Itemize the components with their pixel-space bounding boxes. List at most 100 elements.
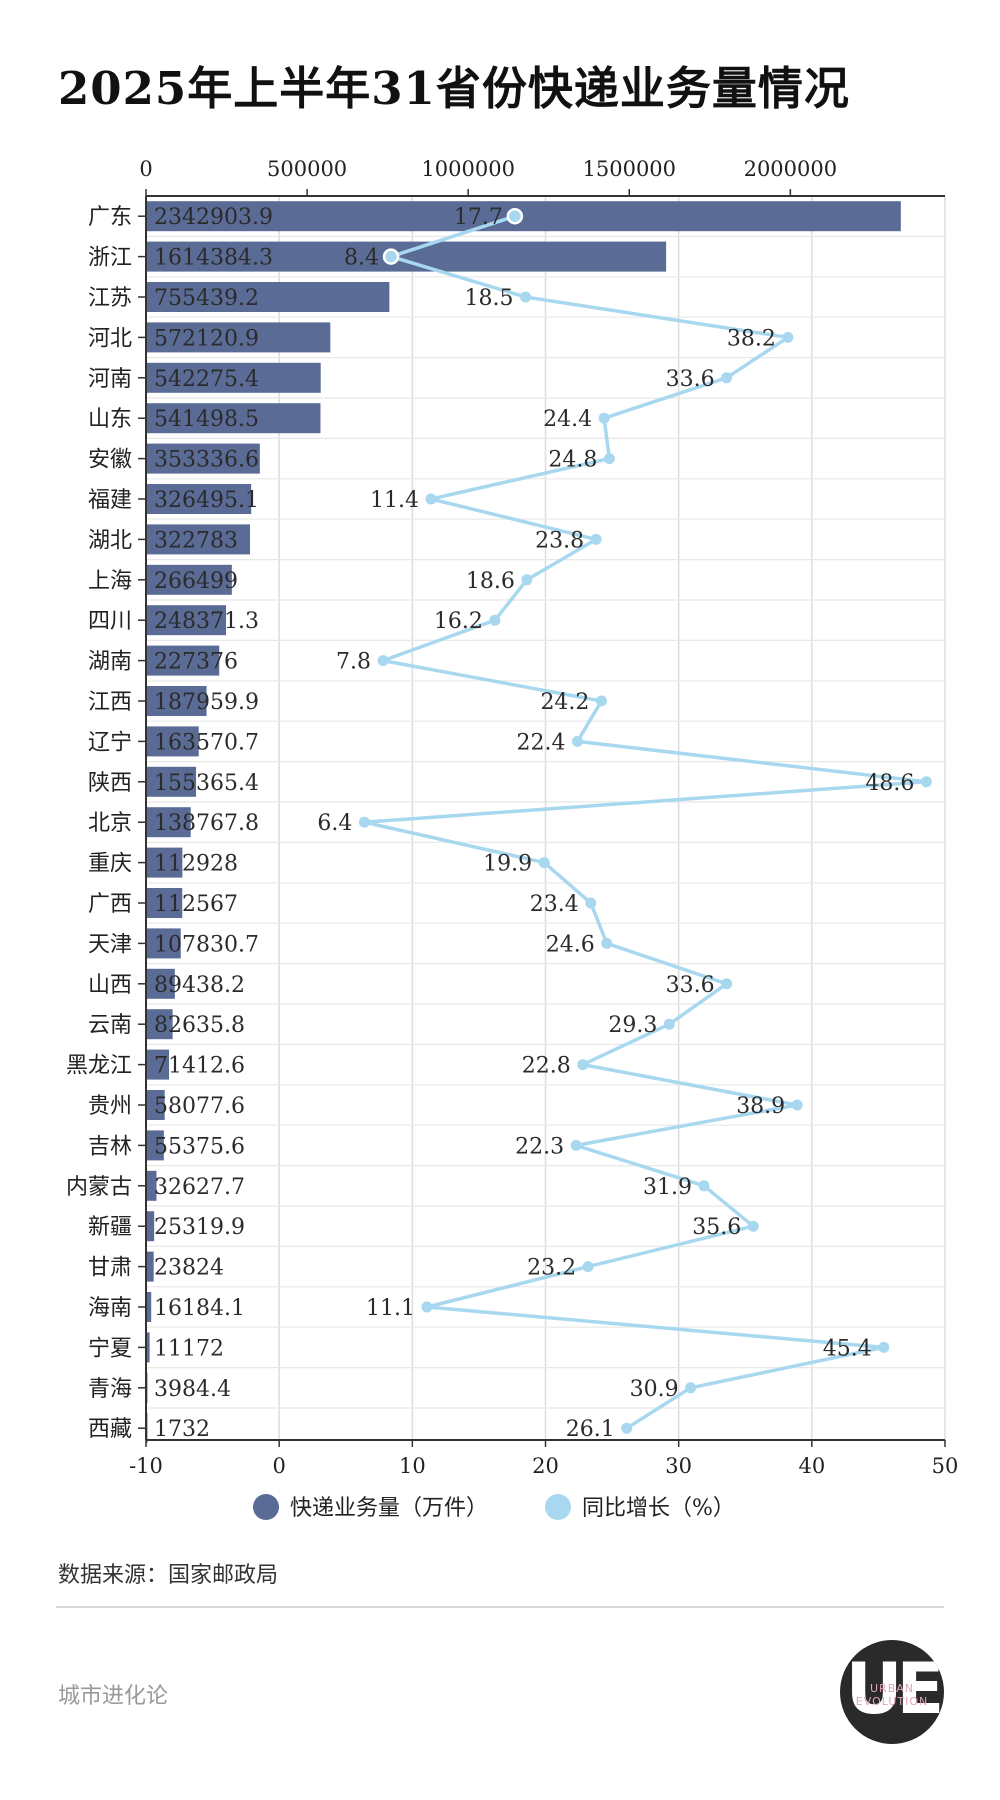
- legend-marker-bar: [253, 1494, 279, 1520]
- growth-value-label: 29.3: [608, 1013, 657, 1038]
- growth-value-label: 6.4: [317, 811, 352, 836]
- growth-value-label: 11.4: [370, 488, 419, 513]
- growth-point: [595, 695, 607, 707]
- category-label: 云南: [88, 1013, 132, 1038]
- bar-value-label: 23824: [154, 1256, 224, 1281]
- category-label: 湖南: [88, 650, 132, 675]
- growth-value-label: 24.6: [546, 932, 595, 957]
- growth-value-label: 23.4: [530, 892, 579, 917]
- growth-value-label: 22.8: [522, 1054, 571, 1079]
- bar: [146, 443, 260, 474]
- growth-value-label: 31.9: [643, 1175, 692, 1200]
- growth-value-label: 45.4: [823, 1336, 872, 1361]
- growth-point: [621, 1422, 633, 1434]
- bar-value-label: 82635.8: [154, 1013, 245, 1038]
- category-label: 海南: [88, 1296, 132, 1321]
- legend-label-bar: 快递业务量（万件）: [290, 1496, 488, 1521]
- bar: [146, 847, 183, 878]
- bar: [146, 201, 901, 232]
- bar: [146, 766, 197, 797]
- axes: 0 500000 1000000 1500000 2000000 -10 0 10 20 30 40…: [66, 157, 958, 1478]
- bar-value-label: 248371.3: [154, 609, 259, 634]
- bar-value-label: 58077.6: [154, 1094, 245, 1119]
- category-label: 湖北: [88, 528, 132, 553]
- growth-value-label: 16.2: [434, 609, 483, 634]
- bar: [146, 564, 232, 595]
- bar: [146, 1090, 165, 1120]
- bar-value-label: 25319.9: [154, 1215, 245, 1240]
- bar-value-label: 112567: [154, 892, 238, 917]
- growth-value-label: 38.9: [736, 1094, 785, 1119]
- category-label: 安徽: [88, 448, 132, 473]
- category-label: 重庆: [88, 852, 132, 877]
- bar: [146, 1009, 173, 1040]
- bottom-axis-tick-label: 0: [272, 1454, 285, 1478]
- bar: [146, 807, 191, 838]
- category-label: 广西: [88, 892, 132, 917]
- growth-point: [571, 735, 583, 747]
- category-label: 浙江: [88, 246, 132, 271]
- bar: [146, 1251, 154, 1282]
- growth-point: [520, 291, 532, 303]
- bar-value-label: 227376: [154, 650, 238, 675]
- category-label: 上海: [88, 569, 132, 594]
- growth-value-label: 35.6: [692, 1215, 741, 1240]
- bottom-axis-tick-label: 40: [798, 1454, 825, 1478]
- growth-line-series: 17.7 8.4 18.5 38.2 33.6 24.4 24.8 11.4 23.8 18.6 1…: [317, 205, 932, 1442]
- growth-point: [747, 1220, 759, 1232]
- bar-value-label: 542275.4: [154, 367, 259, 392]
- bar: [146, 605, 227, 636]
- growth-point: [489, 614, 501, 626]
- bar-value-label: 11172: [154, 1336, 224, 1361]
- legend-marker-line: [545, 1494, 571, 1520]
- growth-point: [521, 574, 533, 586]
- category-label: 福建: [88, 488, 132, 513]
- bar-value-label: 71412.6: [154, 1054, 245, 1079]
- bar-value-label: 107830.7: [154, 932, 259, 957]
- category-label: 陕西: [88, 771, 132, 796]
- bar: [146, 322, 331, 353]
- category-label: 河南: [88, 367, 132, 392]
- growth-point: [598, 412, 610, 424]
- top-axis-tick-label: 0: [139, 157, 152, 181]
- divider: [56, 1606, 944, 1608]
- growth-point: [791, 1099, 803, 1111]
- bar: [146, 726, 199, 757]
- bar-value-label: 266499: [154, 569, 238, 594]
- brand-name: 城市进化论: [58, 1684, 169, 1709]
- bar-value-label: 138767.8: [154, 811, 259, 836]
- growth-value-label: 38.2: [727, 326, 776, 351]
- bottom-axis-tick-label: 30: [665, 1454, 692, 1478]
- growth-point: [421, 1301, 433, 1313]
- growth-value-label: 23.8: [535, 528, 584, 553]
- growth-value-label: 22.3: [515, 1134, 564, 1159]
- legend: 快递业务量（万件） 同比增长（%）: [253, 1494, 735, 1521]
- bar: [146, 403, 321, 434]
- bar-value-label: 187959.9: [154, 690, 259, 715]
- growth-point: [878, 1341, 890, 1353]
- logo-text-line2: EVOLUTION: [855, 1695, 929, 1708]
- growth-value-label: 26.1: [566, 1417, 615, 1442]
- top-axis-tick-label: 1000000: [421, 157, 515, 181]
- growth-point: [506, 207, 524, 225]
- growth-point: [603, 453, 615, 465]
- top-axis-tick-label: 500000: [267, 157, 347, 181]
- bar-value-label: 541498.5: [154, 407, 259, 432]
- growth-point: [382, 248, 400, 265]
- growth-point: [721, 372, 733, 384]
- bar-value-label: 16184.1: [154, 1296, 245, 1321]
- top-axis-tick-label: 1500000: [583, 157, 677, 181]
- growth-point: [590, 533, 602, 545]
- category-label: 山西: [88, 973, 132, 998]
- growth-value-label: 48.6: [865, 771, 914, 796]
- legend-label-line: 同比增长（%）: [582, 1496, 735, 1521]
- category-label: 青海: [88, 1377, 132, 1402]
- bar-value-label: 572120.9: [154, 326, 259, 351]
- bar: [146, 968, 175, 999]
- bar-value-label: 1614384.3: [154, 246, 273, 271]
- growth-point: [698, 1180, 710, 1192]
- bar-value-label: 1732: [154, 1417, 210, 1442]
- growth-value-label: 24.2: [540, 690, 589, 715]
- category-label: 吉林: [88, 1134, 132, 1159]
- growth-value-label: 24.4: [543, 407, 592, 432]
